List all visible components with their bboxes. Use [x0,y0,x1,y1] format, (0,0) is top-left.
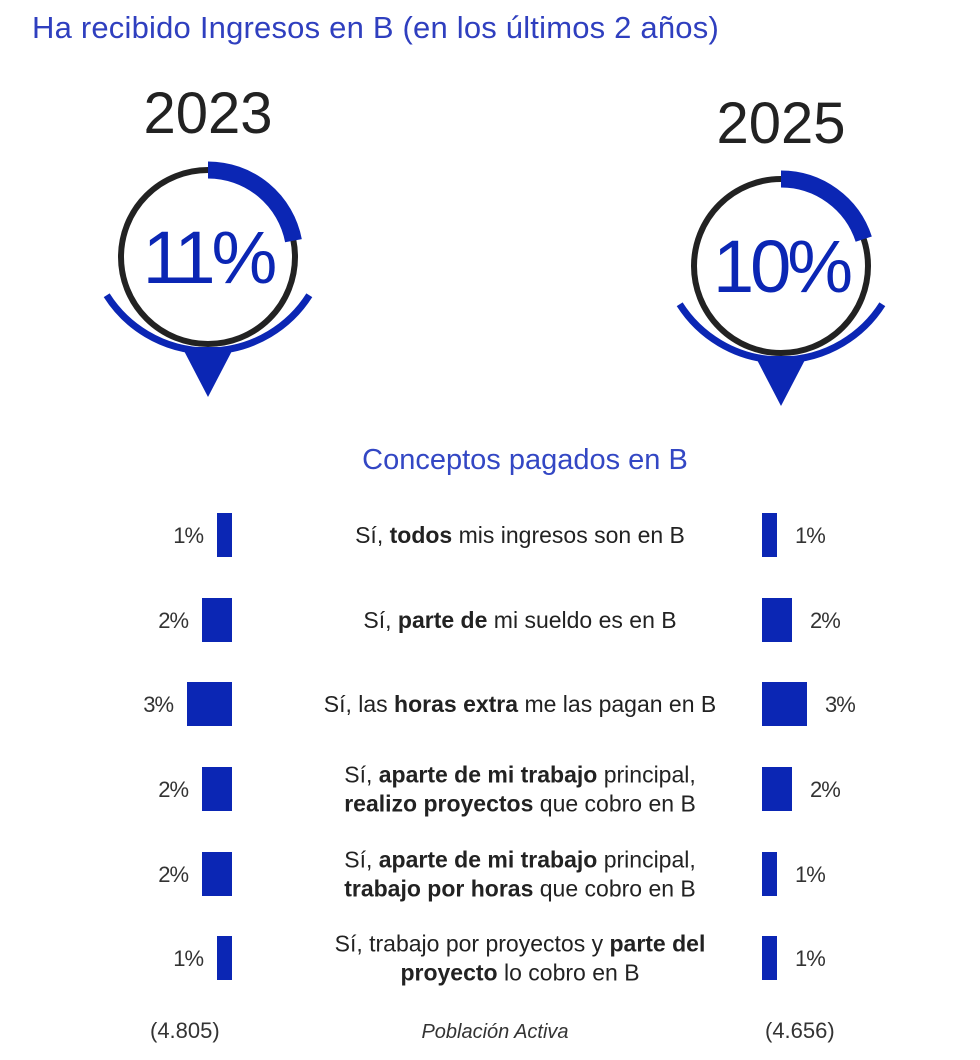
gauge-2025: 2025 10% [676,91,886,406]
gauge-pointer-icon [182,347,234,397]
data-label-2023: 1% [173,946,203,971]
gauge-year: 2023 [143,81,272,146]
chart-row: 2% 2% Sí, aparte de mi trabajo principal, r… [158,762,841,817]
chart-subtitle: Conceptos pagados en B [362,444,688,476]
gauge-year: 2025 [716,91,845,156]
bar-2025 [762,598,792,642]
category-label: proyecto lo cobro en B [400,960,639,986]
gauge-value-arc [780,170,872,242]
gauge-value: 10% [713,225,851,308]
population-label: Población Activa [421,1021,569,1043]
chart-row: 1% 1% Sí, todos mis ingresos son en B [173,513,826,557]
category-label: Sí, las horas extra me las pagan en B [324,691,717,717]
category-label: Sí, parte de mi sueldo es en B [363,607,676,633]
bar-2023 [202,767,232,811]
data-label-2023: 2% [158,608,188,633]
sample-size-2023: (4.805) [150,1018,220,1043]
bar-2025 [762,682,807,726]
data-label-2025: 3% [825,692,855,717]
data-label-2025: 1% [795,523,825,548]
category-label: trabajo por horas que cobro en B [344,876,696,902]
bar-2023 [202,598,232,642]
chart-row: 2% 1% Sí, aparte de mi trabajo principal, t… [158,847,826,902]
bar-2025 [762,936,777,980]
bar-2023 [187,682,232,726]
data-label-2023: 1% [173,523,203,548]
data-label-2025: 2% [810,608,840,633]
category-label: Sí, aparte de mi trabajo principal, [344,847,696,873]
data-label-2025: 2% [810,777,840,802]
sample-size-2025: (4.656) [765,1018,835,1043]
gauge-value-arc [207,161,302,243]
chart-row: 1% 1% Sí, trabajo por proyectos y parte de… [173,931,826,986]
data-label-2023: 2% [158,777,188,802]
gauges: 2023 11% 2025 10% [103,81,886,406]
gauge-value: 11% [143,216,276,299]
data-label-2023: 3% [143,692,173,717]
bar-2025 [762,767,792,811]
data-label-2025: 1% [795,862,825,887]
data-label-2025: 1% [795,946,825,971]
category-label: realizo proyectos que cobro en B [344,791,696,817]
category-label: Sí, trabajo por proyectos y parte del [335,931,706,957]
bar-2025 [762,513,777,557]
data-label-2023: 2% [158,862,188,887]
category-label: Sí, aparte de mi trabajo principal, [344,762,696,788]
category-label: Sí, todos mis ingresos son en B [355,522,685,548]
bar-2023 [217,513,232,557]
gauge-2023: 2023 11% [103,81,313,397]
bar-2023 [202,852,232,896]
chart-row: 3% 3% Sí, las horas extra me las pagan en … [143,682,856,726]
bar-2025 [762,852,777,896]
chart-row: 2% 2% Sí, parte de mi sueldo es en B [158,598,841,642]
bar-2023 [217,936,232,980]
gauge-pointer-icon [755,356,807,406]
chart-title: Ha recibido Ingresos en B (en los último… [32,10,719,45]
